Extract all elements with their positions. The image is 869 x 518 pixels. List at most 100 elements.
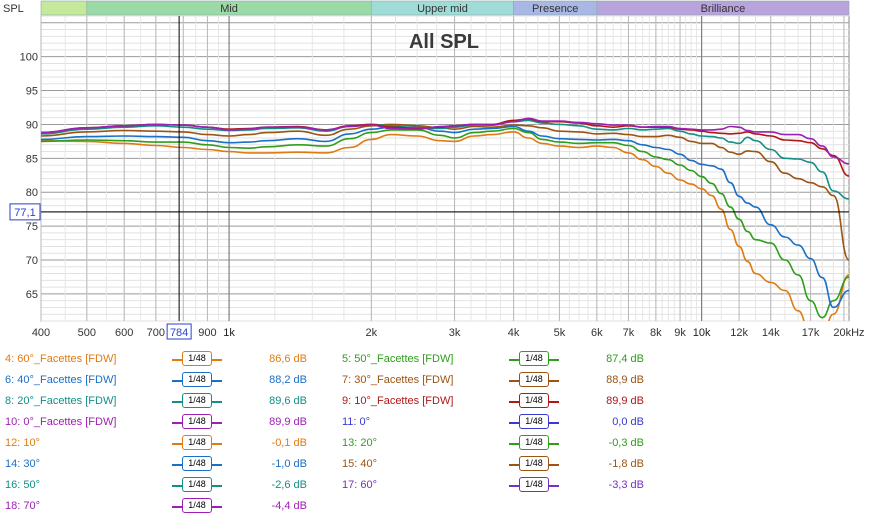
smoothing-badge[interactable]: 1/48	[519, 393, 549, 408]
legend-item-name: 10: 0°_Facettes [FDW]	[5, 416, 117, 428]
smoothing-badge[interactable]: 1/48	[519, 435, 549, 450]
series-line-1	[41, 127, 849, 319]
spl-chart[interactable]: Mid Upper mid Presence Brilliance SPL All SPL…	[0, 0, 869, 344]
x-tick-label: 9k	[674, 327, 686, 339]
legend-item[interactable]: 18: 70° 1/48 -4,4 dB	[5, 498, 315, 516]
legend-item-name: 15: 40°	[342, 458, 377, 470]
legend-item-value: 87,4 dB	[606, 353, 644, 365]
legend-item-name: 13: 20°	[342, 437, 377, 449]
x-tick-label: 17k	[802, 327, 820, 339]
legend-item-name: 7: 30°_Facettes [FDW]	[342, 374, 454, 386]
x-tick-label: 500	[78, 327, 96, 339]
legend-item-name: 17: 60°	[342, 479, 377, 491]
cursor-y-readout: 77,1	[14, 207, 35, 219]
cursor-x-readout-box	[166, 323, 192, 340]
y-tick-label: 95	[26, 86, 38, 98]
legend-item-name: 9: 10°_Facettes [FDW]	[342, 395, 454, 407]
x-tick-label: 1k	[223, 327, 235, 339]
legend-item-value: 88,9 dB	[606, 374, 644, 386]
legend-item-name: 12: 10°	[5, 437, 40, 449]
y-tick-label: 80	[26, 187, 38, 199]
x-tick-label: 14k	[762, 327, 780, 339]
x-tick-label: 4k	[508, 327, 520, 339]
y-axis-label: SPL	[3, 3, 24, 15]
band-label: Brilliance	[701, 3, 746, 15]
y-tick-label: 70	[26, 255, 38, 267]
legend-item-value: -2,6 dB	[271, 479, 307, 491]
legend-item[interactable]: 5: 50°_Facettes [FDW] 1/48 87,4 dB	[342, 351, 652, 369]
y-tick-label: 65	[26, 289, 38, 301]
x-tick-label: 700	[147, 327, 165, 339]
legend-item-name: 16: 50°	[5, 479, 40, 491]
legend-item[interactable]: 6: 40°_Facettes [FDW] 1/48 88,2 dB	[5, 372, 315, 390]
x-tick-label: 3k	[449, 327, 461, 339]
band-label: Mid	[220, 3, 238, 15]
band-label: Upper mid	[417, 3, 468, 15]
legend-item-value: -4,4 dB	[271, 500, 307, 512]
cursor-x-readout: 784	[170, 327, 188, 339]
series-line-2	[41, 125, 849, 309]
legend-item[interactable]: 12: 10° 1/48 -0,1 dB	[5, 435, 315, 453]
chart-title: All SPL	[409, 31, 479, 53]
x-tick-label: 12k	[730, 327, 748, 339]
legend-item-name: 5: 50°_Facettes [FDW]	[342, 353, 454, 365]
smoothing-badge[interactable]: 1/48	[519, 351, 549, 366]
x-tick-label: 7k	[623, 327, 635, 339]
series-line-6	[41, 117, 849, 165]
legend-item[interactable]: 10: 0°_Facettes [FDW] 1/48 89,9 dB	[5, 414, 315, 432]
legend-item-value: 88,2 dB	[269, 374, 307, 386]
legend-item[interactable]: 7: 30°_Facettes [FDW] 1/48 88,9 dB	[342, 372, 652, 390]
smoothing-badge[interactable]: 1/48	[519, 414, 549, 429]
smoothing-badge[interactable]: 1/48	[182, 372, 212, 387]
legend-item[interactable]: 4: 60°_Facettes [FDW] 1/48 86,6 dB	[5, 351, 315, 369]
series-line-3	[41, 123, 849, 261]
band-brilliance	[596, 0, 850, 16]
smoothing-badge[interactable]: 1/48	[182, 477, 212, 492]
legend-item-value: 0,0 dB	[612, 416, 644, 428]
legend-item[interactable]: 11: 0° 1/48 0,0 dB	[342, 414, 652, 432]
legend-item[interactable]: 16: 50° 1/48 -2,6 dB	[5, 477, 315, 495]
x-tick-label: 20kHz	[833, 327, 864, 339]
legend-item-name: 6: 40°_Facettes [FDW]	[5, 374, 117, 386]
x-tick-label: 5k	[554, 327, 566, 339]
legend-item[interactable]: 8: 20°_Facettes [FDW] 1/48 89,6 dB	[5, 393, 315, 411]
legend-item-value: -3,3 dB	[608, 479, 644, 491]
legend-item-value: -0,1 dB	[271, 437, 307, 449]
y-tick-label: 90	[26, 119, 38, 131]
legend-item-name: 8: 20°_Facettes [FDW]	[5, 395, 117, 407]
smoothing-badge[interactable]: 1/48	[182, 393, 212, 408]
y-tick-label: 100	[20, 52, 38, 64]
band-label: Presence	[532, 3, 578, 15]
smoothing-badge[interactable]: 1/48	[182, 498, 212, 513]
smoothing-badge[interactable]: 1/48	[182, 414, 212, 429]
legend-item-value: 89,9 dB	[269, 416, 307, 428]
y-tick-label: 75	[26, 221, 38, 233]
cursor-y-readout-box	[9, 203, 41, 221]
legend-item[interactable]: 17: 60° 1/48 -3,3 dB	[342, 477, 652, 495]
x-tick-label: 600	[115, 327, 133, 339]
legend-item-name: 18: 70°	[5, 500, 40, 512]
smoothing-badge[interactable]: 1/48	[519, 477, 549, 492]
x-tick-label: 10k	[693, 327, 711, 339]
smoothing-badge[interactable]: 1/48	[182, 351, 212, 366]
legend-item[interactable]: 9: 10°_Facettes [FDW] 1/48 89,9 dB	[342, 393, 652, 411]
smoothing-badge[interactable]: 1/48	[519, 372, 549, 387]
legend-item[interactable]: 13: 20° 1/48 -0,3 dB	[342, 435, 652, 453]
legend-item-value: 89,9 dB	[606, 395, 644, 407]
smoothing-badge[interactable]: 1/48	[182, 435, 212, 450]
legend-item-name: 14: 30°	[5, 458, 40, 470]
legend-item[interactable]: 15: 40° 1/48 -1,8 dB	[342, 456, 652, 474]
x-tick-label: 900	[198, 327, 216, 339]
x-tick-label: 2k	[366, 327, 378, 339]
legend-item[interactable]: 14: 30° 1/48 -1,0 dB	[5, 456, 315, 474]
smoothing-badge[interactable]: 1/48	[182, 456, 212, 471]
legend-item-value: -1,8 dB	[608, 458, 644, 470]
band-low	[40, 0, 88, 16]
smoothing-badge[interactable]: 1/48	[519, 456, 549, 471]
legend-item-value: -0,3 dB	[608, 437, 644, 449]
legend-item-name: 4: 60°_Facettes [FDW]	[5, 353, 117, 365]
x-tick-label: 400	[32, 327, 50, 339]
x-tick-label: 8k	[650, 327, 662, 339]
plot-area	[40, 15, 850, 322]
legend-item-value: 86,6 dB	[269, 353, 307, 365]
